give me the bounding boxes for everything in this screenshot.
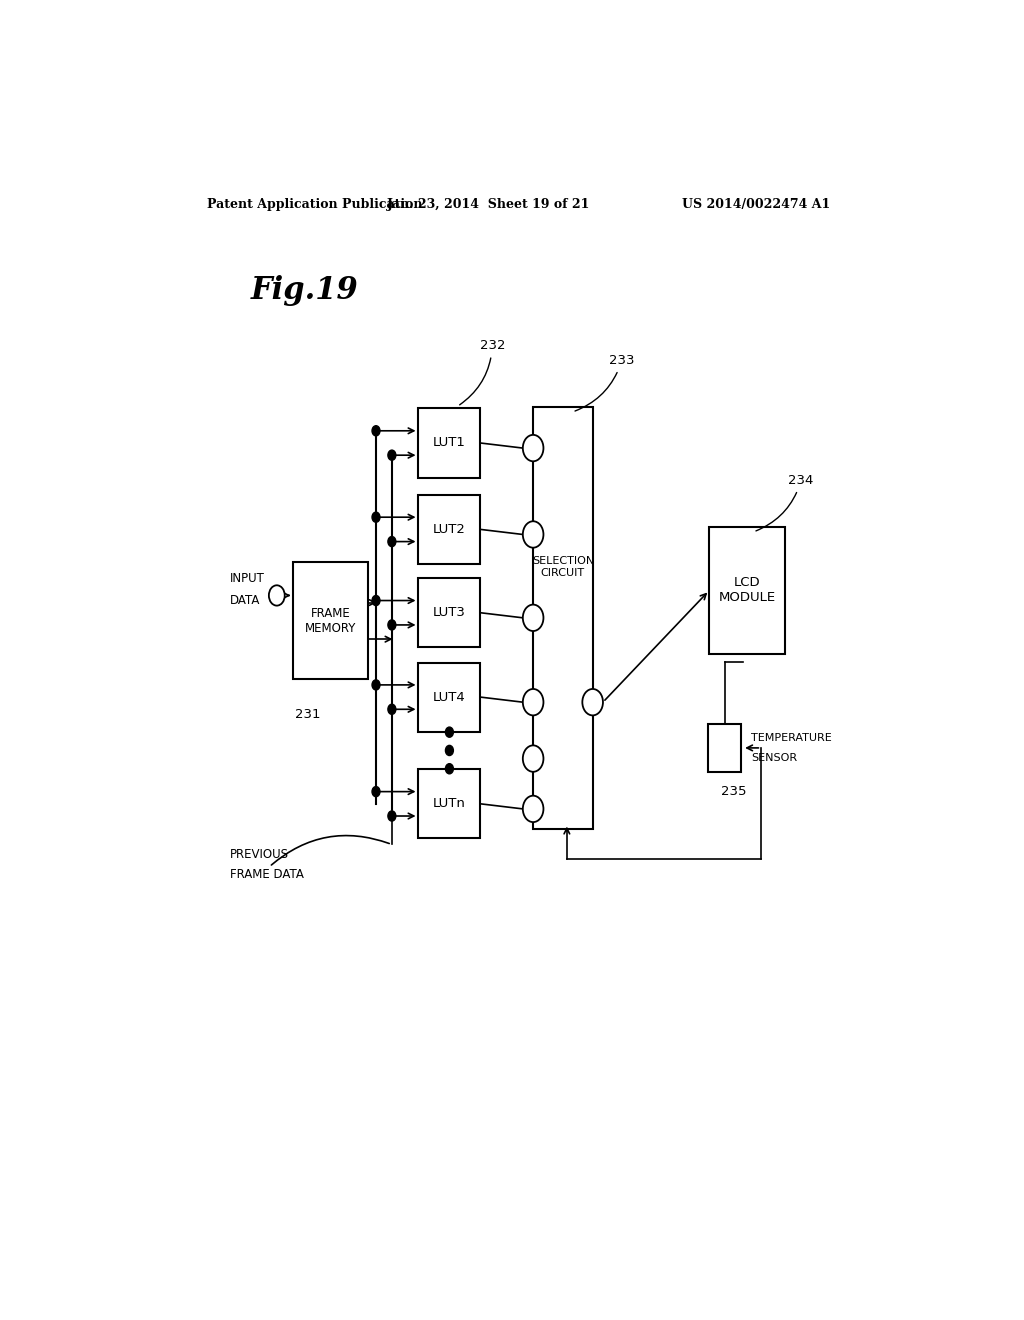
Circle shape [523, 434, 544, 461]
Circle shape [445, 746, 454, 755]
Text: LUT2: LUT2 [433, 523, 466, 536]
FancyBboxPatch shape [419, 408, 480, 478]
Circle shape [388, 810, 396, 821]
Circle shape [372, 512, 380, 523]
Text: SENSOR: SENSOR [751, 754, 797, 763]
Circle shape [388, 450, 396, 461]
Circle shape [523, 605, 544, 631]
FancyBboxPatch shape [709, 723, 741, 772]
Text: Fig.19: Fig.19 [251, 275, 358, 306]
Text: LUT1: LUT1 [433, 437, 466, 450]
Text: PREVIOUS: PREVIOUS [229, 849, 289, 861]
Text: FRAME
MEMORY: FRAME MEMORY [305, 607, 356, 635]
Circle shape [388, 620, 396, 630]
FancyBboxPatch shape [419, 663, 480, 731]
FancyBboxPatch shape [710, 527, 784, 653]
Text: US 2014/0022474 A1: US 2014/0022474 A1 [682, 198, 830, 211]
Text: 232: 232 [460, 339, 505, 405]
Circle shape [445, 727, 454, 738]
Circle shape [445, 764, 454, 774]
Circle shape [372, 595, 380, 606]
Text: LUTn: LUTn [433, 797, 466, 810]
Circle shape [372, 680, 380, 690]
Circle shape [583, 689, 603, 715]
Circle shape [523, 689, 544, 715]
Text: Patent Application Publication: Patent Application Publication [207, 198, 423, 211]
Circle shape [523, 746, 544, 772]
Text: 233: 233 [575, 354, 635, 411]
Circle shape [388, 704, 396, 714]
Text: DATA: DATA [229, 594, 260, 607]
Text: LUT3: LUT3 [433, 606, 466, 619]
FancyBboxPatch shape [293, 562, 368, 680]
Text: INPUT: INPUT [229, 572, 264, 585]
FancyBboxPatch shape [419, 770, 480, 838]
Text: LUT4: LUT4 [433, 690, 466, 704]
Text: 235: 235 [721, 784, 746, 797]
Text: Jan. 23, 2014  Sheet 19 of 21: Jan. 23, 2014 Sheet 19 of 21 [387, 198, 591, 211]
FancyBboxPatch shape [534, 407, 593, 829]
Text: 234: 234 [756, 474, 814, 531]
Circle shape [388, 536, 396, 546]
Circle shape [372, 426, 380, 436]
Text: 231: 231 [295, 708, 321, 721]
Text: SELECTION
CIRCUIT: SELECTION CIRCUIT [531, 556, 594, 578]
Circle shape [269, 585, 285, 606]
Circle shape [523, 796, 544, 822]
FancyBboxPatch shape [419, 495, 480, 564]
Text: LCD
MODULE: LCD MODULE [719, 577, 775, 605]
FancyBboxPatch shape [419, 578, 480, 647]
Text: FRAME DATA: FRAME DATA [229, 869, 303, 882]
Circle shape [523, 521, 544, 548]
Text: TEMPERATURE: TEMPERATURE [751, 733, 831, 743]
Circle shape [372, 787, 380, 797]
